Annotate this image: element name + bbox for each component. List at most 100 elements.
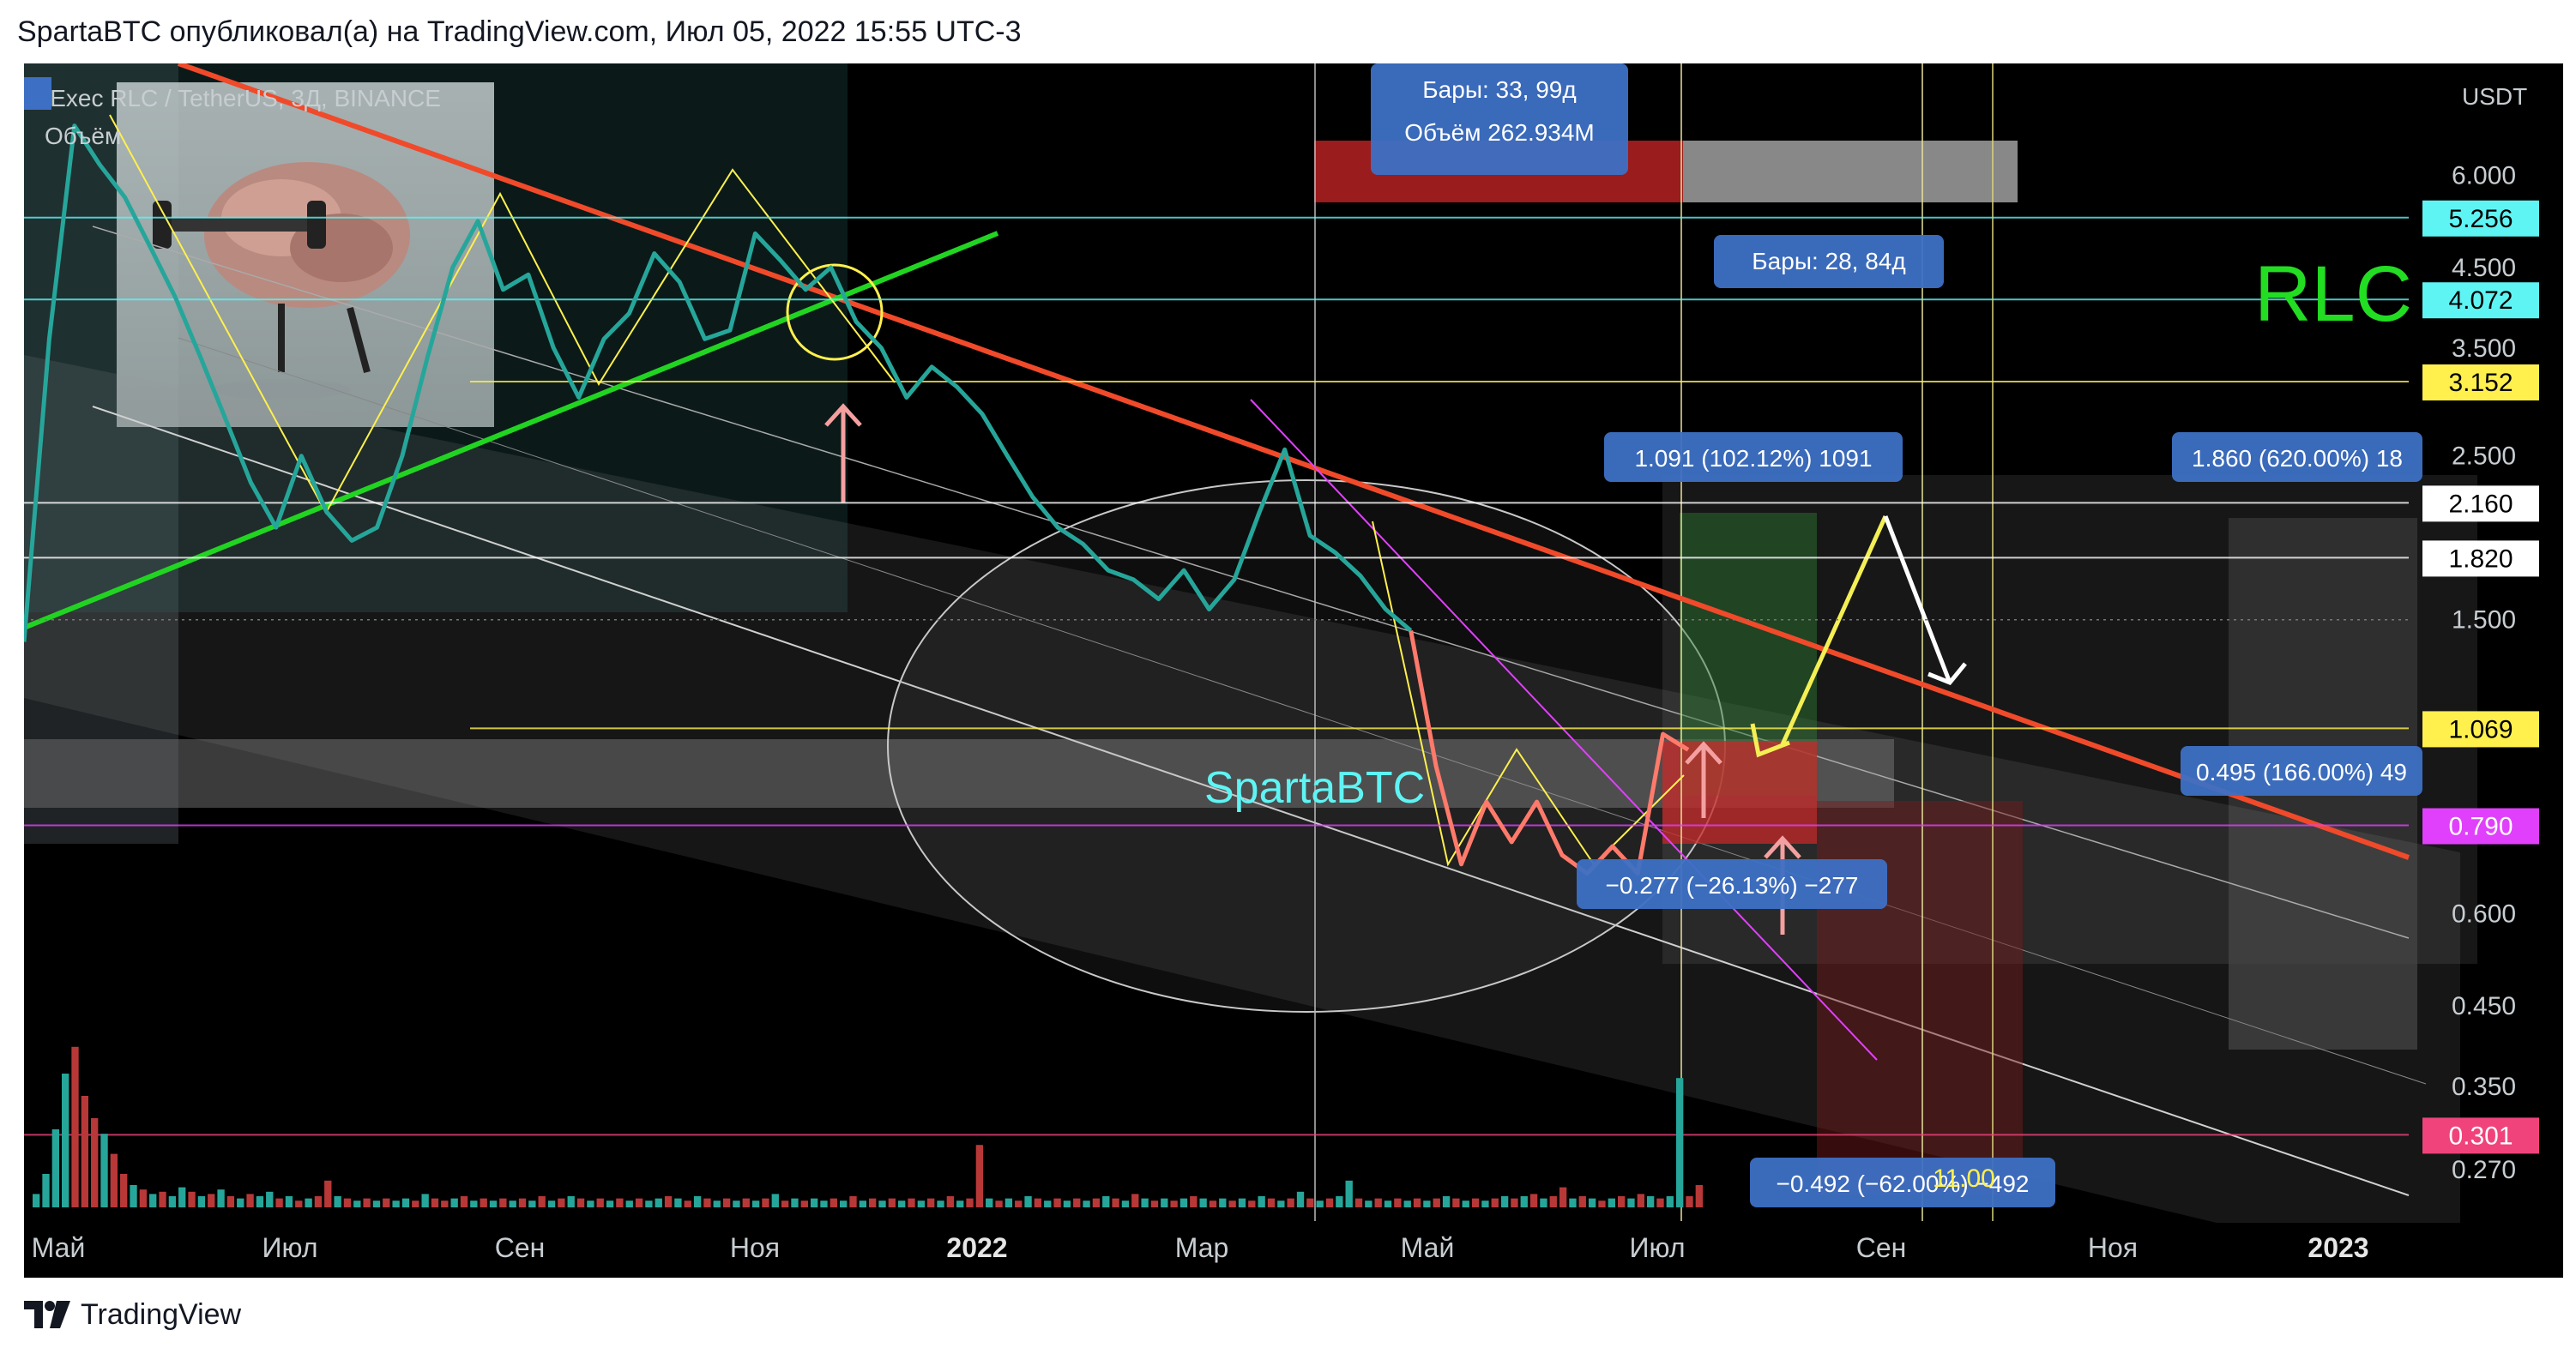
channel-mid-line (92, 226, 2410, 939)
channel-mid-line-2 (178, 337, 2427, 1085)
volume-bar (518, 1198, 527, 1207)
volume-bar (1384, 1201, 1392, 1207)
volume-bar (528, 1201, 536, 1207)
volume-bar (800, 1201, 808, 1207)
volume-bar (1219, 1198, 1227, 1207)
volume-bar (567, 1196, 575, 1207)
volume-bar (256, 1196, 264, 1207)
volume-bar (217, 1189, 225, 1207)
volume-bar (130, 1185, 137, 1207)
volume-bar (1131, 1194, 1139, 1207)
volume-bar (1034, 1198, 1042, 1207)
volume-bar (1277, 1201, 1285, 1207)
volume-bar (703, 1198, 711, 1207)
chart-panel[interactable]: 6.000 4.500 3.500 2.500 1.500 0.600 0.450 0.350… (24, 63, 2563, 1278)
volume-bar (908, 1198, 915, 1207)
x-tick-label: Май (1401, 1232, 1455, 1263)
volume-bar (1170, 1201, 1178, 1207)
volume-bar (1686, 1196, 1693, 1207)
volume-bar (937, 1201, 944, 1207)
volume-bar (441, 1201, 449, 1207)
volume-bar (421, 1194, 429, 1207)
volume-bar (1608, 1198, 1615, 1207)
volume-bar (1529, 1194, 1538, 1207)
volume-bar (1413, 1198, 1421, 1207)
publisher-header: SpartaBTC опубликовал(а) на TradingView.… (17, 15, 1022, 48)
volume-bar (1540, 1198, 1547, 1207)
volume-bar (470, 1201, 478, 1207)
price-line-recent (1409, 629, 1690, 876)
channel-lower-line (92, 406, 2410, 1196)
currency-label: USDT (2462, 83, 2527, 110)
volume-bar (489, 1201, 498, 1207)
volume-bar (713, 1201, 721, 1207)
volume-bar (1287, 1198, 1294, 1207)
price-label-badge (2422, 485, 2539, 522)
x-tick-label: Июл (1630, 1232, 1686, 1263)
volume-bar (334, 1196, 341, 1207)
y-tick-label: 6.000 (2452, 161, 2516, 190)
spartabtc-watermark: SpartaBTC (1204, 763, 1425, 813)
price-label-text: 0.301 (2448, 1122, 2513, 1150)
volume-bar (401, 1198, 410, 1207)
volume-bar (771, 1194, 779, 1207)
volume-bar (946, 1196, 955, 1207)
volume-bar (1190, 1196, 1198, 1207)
volume-bar (275, 1198, 283, 1207)
y-tick-label: 4.500 (2452, 254, 2516, 282)
volume-bar (1646, 1196, 1655, 1207)
x-tick-label: Сен (495, 1232, 546, 1263)
volume-bar (1637, 1194, 1644, 1207)
volume-bar (305, 1198, 312, 1207)
volume-bar (1471, 1198, 1480, 1207)
volume-bar (898, 1201, 906, 1207)
volume-bar (664, 1196, 673, 1207)
volume-bar (100, 1134, 108, 1207)
volume-bar (1627, 1198, 1635, 1207)
volume-bar (810, 1198, 818, 1207)
volume-bar (33, 1194, 40, 1207)
volume-bar (1598, 1201, 1606, 1207)
volume-bar (431, 1198, 439, 1207)
measure-box-text: −0.277 (−26.13%) −277 (1605, 872, 1858, 899)
x-tick-label: Мар (1175, 1232, 1229, 1263)
entry-red-box (1662, 741, 1817, 844)
price-label-badge (2422, 364, 2539, 401)
measure-box-text: 1.091 (102.12%) 1091 (1634, 445, 1872, 472)
descending-channel (24, 355, 2460, 1278)
yellow-zigzag-pattern (109, 114, 896, 515)
x-tick-label: 2022 (946, 1232, 1007, 1263)
x-tick-label: Сен (1856, 1232, 1907, 1263)
volume-bar (266, 1191, 274, 1207)
volume-bar (1511, 1198, 1518, 1207)
price-chart[interactable]: 6.000 4.500 3.500 2.500 1.500 0.600 0.450 0.350… (24, 63, 2563, 1278)
volume-bar (1481, 1201, 1489, 1207)
volume-bar (1004, 1198, 1013, 1207)
y-tick-label: 3.500 (2452, 334, 2516, 363)
red-descending-trendline (177, 63, 2410, 860)
volume-bar (343, 1198, 352, 1207)
volume-bar (1442, 1196, 1451, 1207)
volume-bar (917, 1201, 926, 1207)
price-label-text: 1.820 (2448, 545, 2513, 573)
x-tick-label: Ноя (730, 1232, 780, 1263)
volume-bar (1053, 1198, 1061, 1207)
volume-bar (576, 1198, 585, 1207)
measure-box-text: 1.860 (620.00%) 18 (2192, 445, 2403, 472)
volume-bar (188, 1191, 196, 1207)
measure-box-text: 0.495 (166.00%) 49 (2196, 759, 2407, 785)
volume-bar (966, 1198, 974, 1207)
volume-bar (869, 1198, 877, 1207)
price-label-badge (2422, 540, 2539, 577)
tradingview-logo-icon (24, 1300, 70, 1328)
time-axis-bg (24, 1223, 2563, 1278)
volume-bar (1695, 1185, 1703, 1207)
volume-bar (596, 1198, 604, 1207)
y-tick-label: 0.450 (2452, 992, 2516, 1020)
horizontal-support-band (24, 739, 1894, 808)
x-tick-label: 2023 (2308, 1232, 2368, 1263)
volume-bar (509, 1201, 516, 1207)
volume-bar (295, 1201, 303, 1207)
volume-bar (62, 1074, 69, 1207)
magenta-trendline (1250, 399, 1878, 1061)
